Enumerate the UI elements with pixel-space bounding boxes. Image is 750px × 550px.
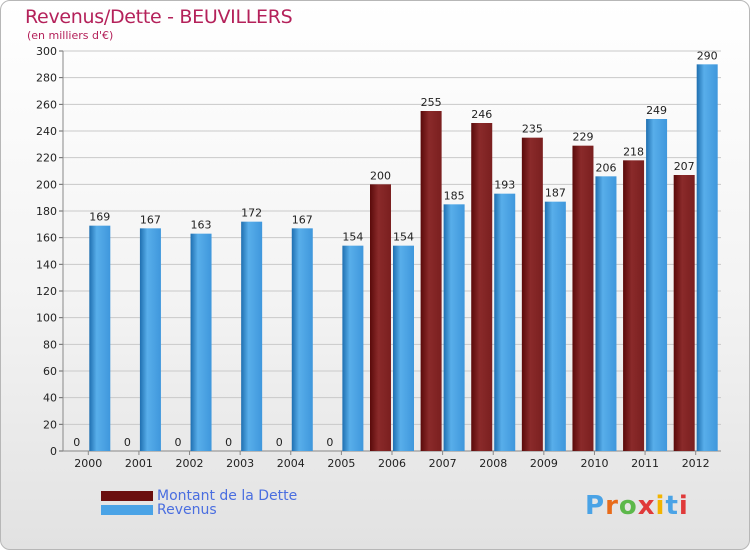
y-tick-label: 200 — [36, 178, 57, 191]
bar-revenus — [443, 204, 465, 451]
data-label-revenus: 187 — [545, 187, 566, 200]
legend-swatch-revenus — [101, 505, 153, 515]
bar-dette — [370, 184, 391, 452]
data-label-revenus: 185 — [444, 189, 465, 202]
data-label-dette: 0 — [225, 436, 232, 449]
y-tick-label: 0 — [50, 445, 57, 458]
x-tick-label: 2004 — [277, 457, 305, 470]
data-label-dette: 207 — [674, 160, 695, 173]
y-tick-label: 80 — [43, 338, 57, 351]
x-tick-label: 2011 — [631, 457, 659, 470]
data-label-revenus: 172 — [241, 207, 262, 220]
y-tick-label: 260 — [36, 98, 57, 111]
legend-item-revenus: Revenus — [101, 502, 217, 518]
bar-revenus — [595, 176, 617, 452]
bar-dette — [623, 160, 645, 452]
data-label-revenus: 169 — [89, 211, 110, 224]
bar-revenus — [544, 201, 566, 451]
legend-label-revenus: Revenus — [157, 502, 217, 518]
bar-dette — [420, 111, 442, 451]
legend-item-dette: Montant de la Dette — [101, 488, 298, 504]
logo-text: Proxiti — [585, 491, 689, 521]
y-tick-label: 20 — [43, 418, 57, 431]
bar-revenus — [342, 245, 364, 451]
y-tick-label: 160 — [36, 232, 57, 245]
x-tick-label: 2000 — [74, 457, 102, 470]
bar-dette — [471, 123, 493, 451]
logo-letter: P — [585, 491, 606, 521]
x-tick-label: 2008 — [479, 457, 507, 470]
x-tick-label: 2010 — [580, 457, 608, 470]
data-label-revenus: 206 — [595, 161, 616, 174]
y-tick-label: 220 — [36, 152, 57, 165]
data-label-dette: 235 — [522, 123, 543, 136]
logo-letter: r — [605, 491, 619, 521]
data-label-revenus: 167 — [140, 213, 161, 226]
bar-revenus — [190, 233, 212, 451]
bar-dette — [521, 137, 543, 451]
bar-revenus — [139, 228, 161, 451]
legend-label-dette: Montant de la Dette — [157, 488, 298, 504]
data-label-dette: 246 — [471, 108, 492, 121]
bar-revenus — [241, 221, 263, 451]
logo-letter: x — [637, 491, 656, 521]
bar-revenus — [494, 193, 516, 451]
y-tick-label: 120 — [36, 285, 57, 298]
data-label-revenus: 167 — [292, 213, 313, 226]
bar-revenus — [696, 64, 718, 452]
data-label-revenus: 163 — [191, 219, 212, 232]
y-tick-label: 300 — [36, 45, 57, 58]
y-tick-label: 100 — [36, 312, 57, 325]
data-label-dette: 0 — [175, 436, 182, 449]
bar-dette — [572, 145, 594, 451]
data-label-dette: 229 — [572, 131, 593, 144]
data-label-dette: 0 — [124, 436, 131, 449]
data-label-revenus: 290 — [697, 49, 718, 62]
logo-letter: i — [655, 491, 666, 521]
y-tick-label: 140 — [36, 258, 57, 271]
bar-revenus — [291, 228, 313, 451]
y-tick-label: 60 — [43, 365, 57, 378]
chart-subtitle: (en milliers d'€) — [27, 29, 114, 42]
data-label-revenus: 193 — [494, 179, 515, 192]
bar-revenus — [393, 245, 414, 451]
chart-title: Revenus/Dette - BEUVILLERS — [25, 6, 293, 28]
x-tick-label: 2007 — [429, 457, 457, 470]
data-label-dette: 0 — [73, 436, 80, 449]
x-tick-label: 2002 — [176, 457, 204, 470]
proxiti-logo: Proxiti — [585, 491, 689, 521]
data-label-dette: 0 — [326, 436, 333, 449]
y-tick-label: 180 — [36, 205, 57, 218]
data-label-revenus: 249 — [646, 104, 667, 117]
data-label-dette: 0 — [276, 436, 283, 449]
y-tick-label: 40 — [43, 392, 57, 405]
logo-letter: o — [618, 491, 638, 521]
data-label-dette: 218 — [623, 145, 644, 158]
bar-dette — [673, 175, 695, 451]
x-tick-label: 2009 — [530, 457, 558, 470]
data-label-revenus: 154 — [393, 231, 414, 244]
data-label-dette: 200 — [370, 169, 391, 182]
x-tick-label: 2001 — [125, 457, 153, 470]
x-tick-label: 2003 — [226, 457, 254, 470]
bar-revenus — [646, 119, 668, 451]
data-label-revenus: 154 — [342, 231, 363, 244]
x-tick-label: 2006 — [378, 457, 406, 470]
x-tick-label: 2012 — [682, 457, 710, 470]
y-tick-label: 280 — [36, 72, 57, 85]
bar-revenus — [89, 225, 111, 451]
data-label-dette: 255 — [421, 96, 442, 109]
x-tick-label: 2005 — [327, 457, 355, 470]
y-tick-label: 240 — [36, 125, 57, 138]
logo-letter: i — [678, 491, 689, 521]
legend-swatch-dette — [101, 491, 153, 501]
logo-letter: t — [665, 491, 679, 521]
